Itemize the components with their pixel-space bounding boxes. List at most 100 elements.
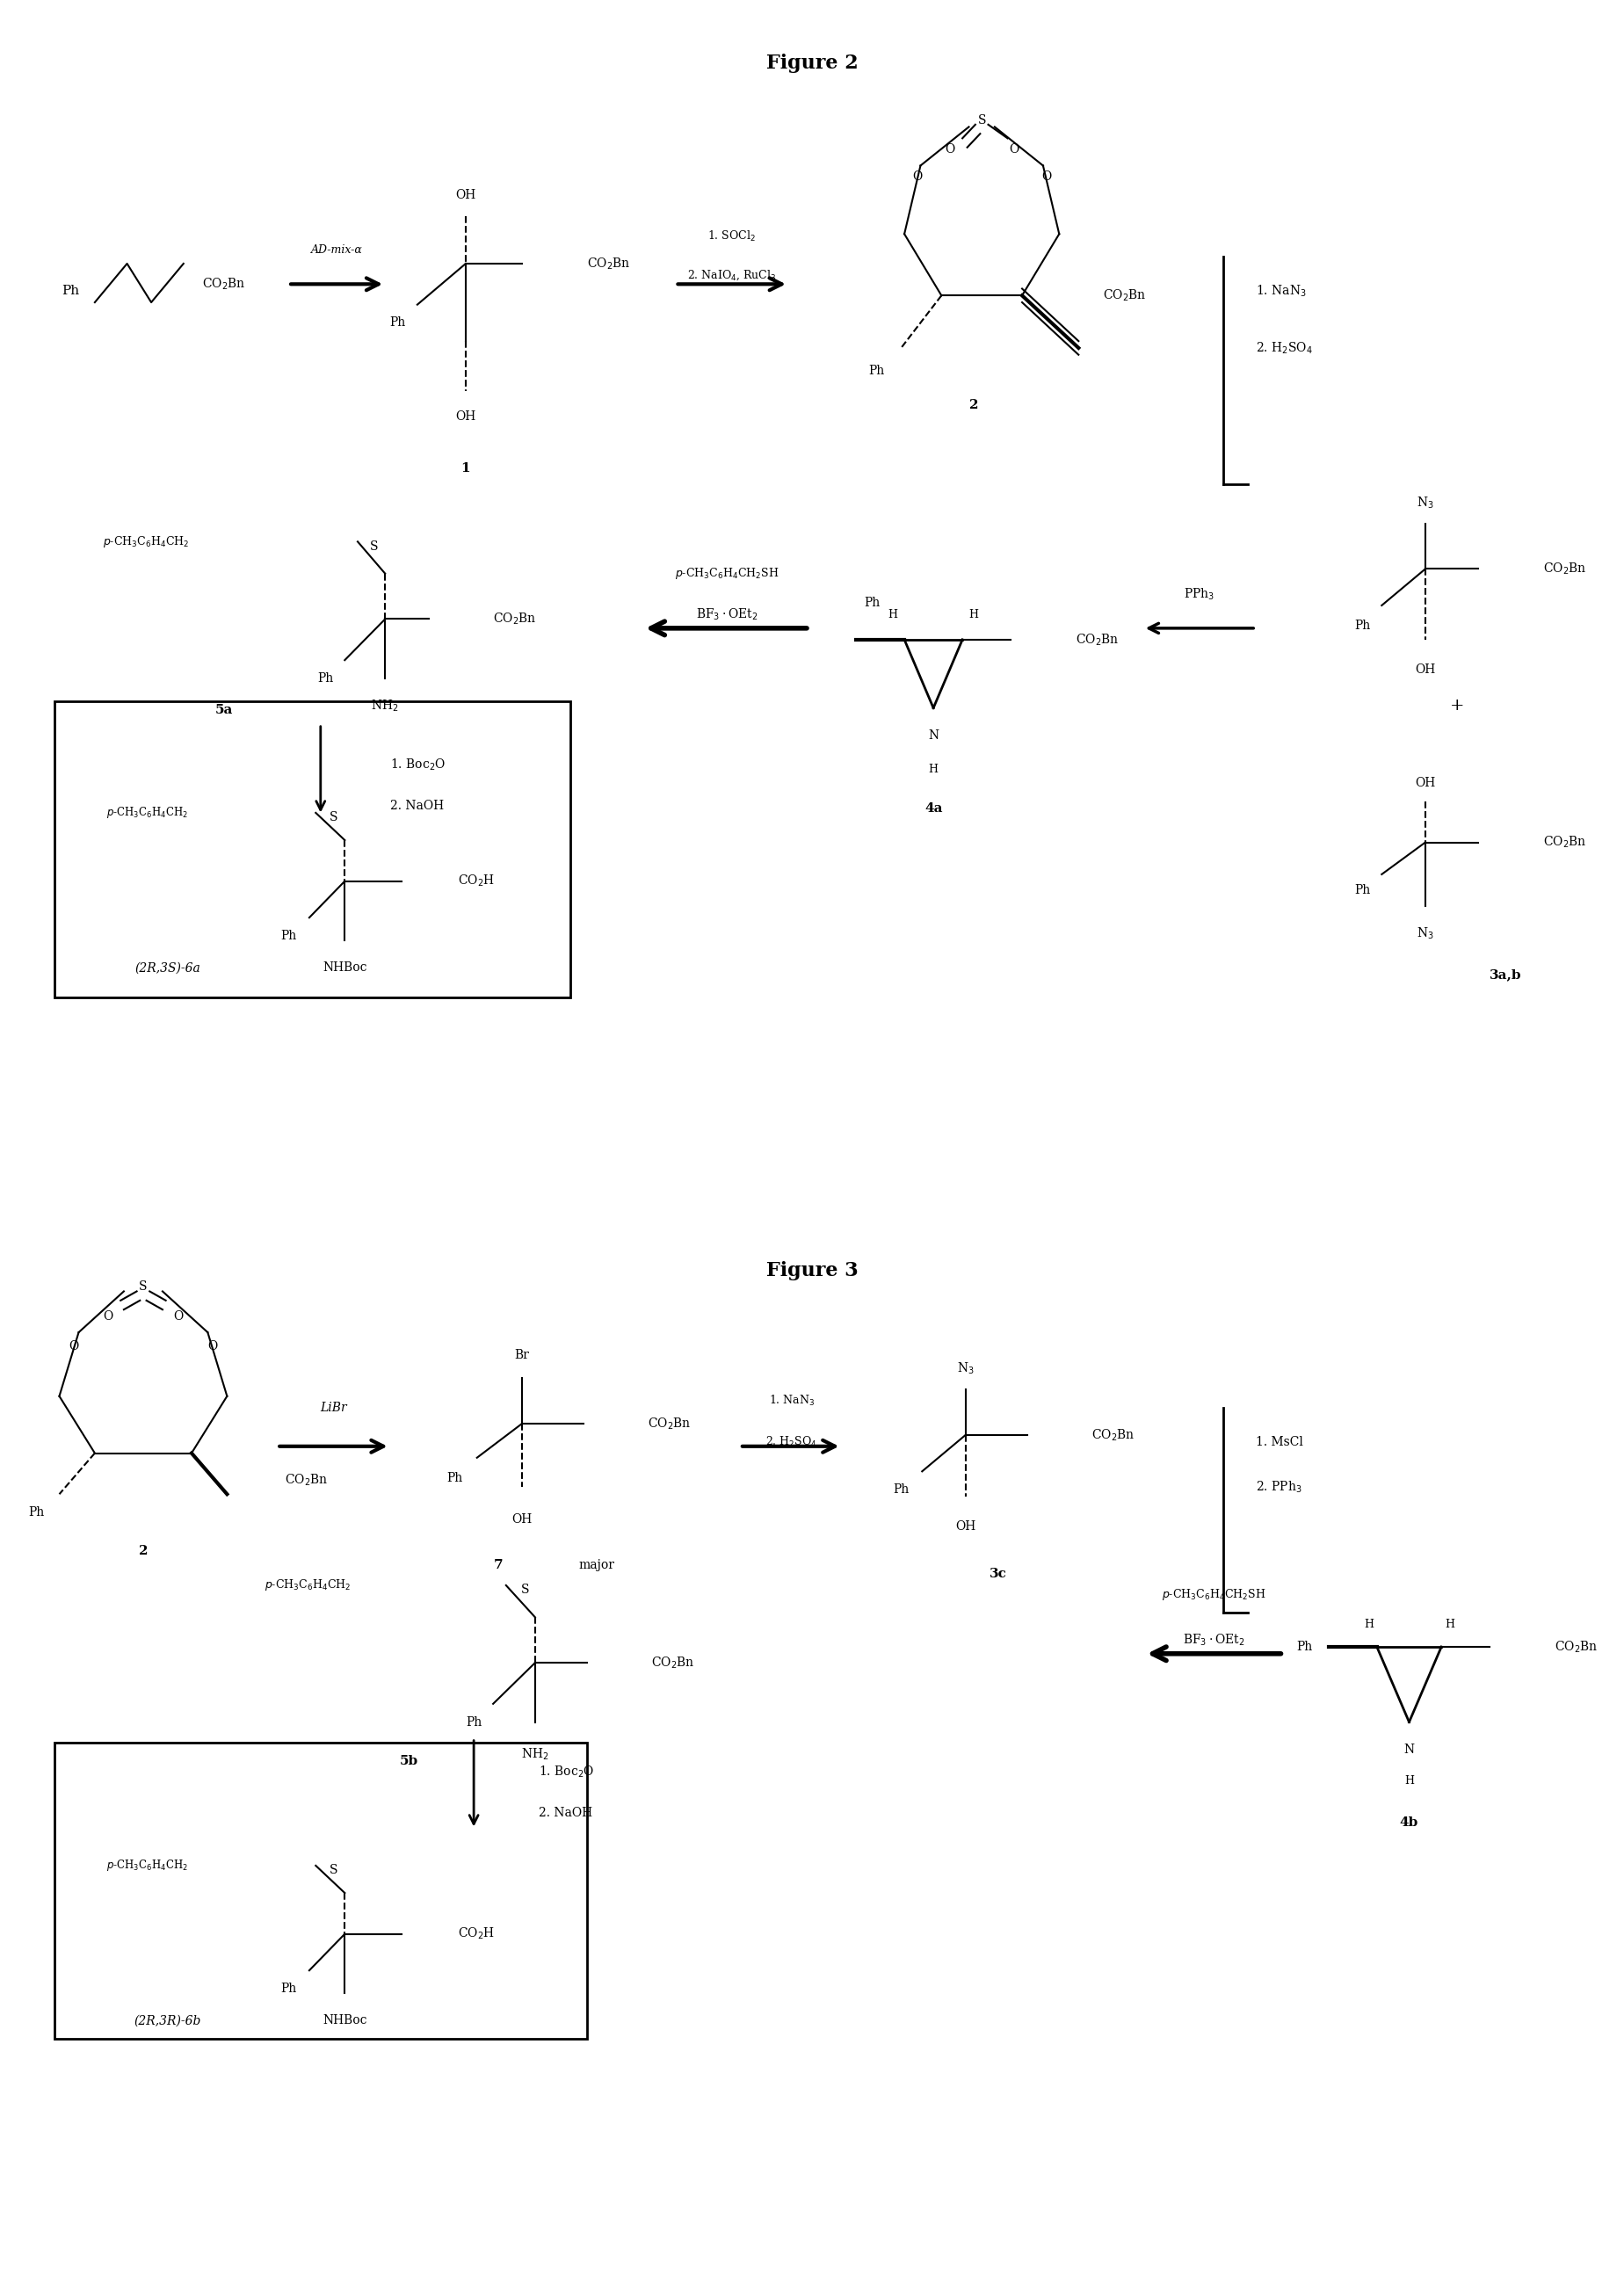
Text: S: S (330, 811, 338, 822)
Text: $p$-CH$_3$C$_6$H$_4$CH$_2$: $p$-CH$_3$C$_6$H$_4$CH$_2$ (102, 534, 190, 550)
Text: major: major (578, 1558, 614, 1572)
Text: OH: OH (512, 1512, 533, 1526)
Text: O: O (1009, 144, 1018, 156)
Text: NH$_2$: NH$_2$ (521, 1746, 549, 1762)
Text: AD-mix-α: AD-mix-α (310, 245, 362, 257)
Text: Ph: Ph (869, 364, 885, 376)
Text: O: O (208, 1340, 218, 1352)
Text: OH: OH (455, 410, 476, 422)
Text: H: H (927, 763, 937, 774)
Text: S: S (140, 1281, 148, 1292)
Text: 5b: 5b (400, 1755, 419, 1766)
Text: 1. SOCl$_2$: 1. SOCl$_2$ (708, 229, 755, 243)
Text: H: H (968, 609, 978, 621)
Bar (55, 701, 570, 997)
Text: Ph: Ph (1296, 1640, 1312, 1654)
Text: CO$_2$Bn: CO$_2$Bn (1075, 632, 1119, 648)
Text: O: O (102, 1310, 112, 1322)
Text: N$_3$: N$_3$ (957, 1361, 974, 1377)
Text: 2. NaOH: 2. NaOH (538, 1808, 591, 1819)
Text: LiBr: LiBr (320, 1402, 348, 1414)
Text: S: S (369, 541, 378, 552)
Text: 2. NaIO$_4$, RuCl$_3$: 2. NaIO$_4$, RuCl$_3$ (687, 268, 776, 282)
Text: NHBoc: NHBoc (323, 962, 367, 974)
Text: 2. PPh$_3$: 2. PPh$_3$ (1255, 1480, 1301, 1496)
Text: Ph: Ph (29, 1505, 45, 1519)
Text: $p$-CH$_3$C$_6$H$_4$CH$_2$SH: $p$-CH$_3$C$_6$H$_4$CH$_2$SH (674, 566, 778, 582)
Bar (55, 1743, 586, 2039)
Text: BF$_3\cdot$OEt$_2$: BF$_3\cdot$OEt$_2$ (695, 607, 758, 623)
Text: CO$_2$H: CO$_2$H (458, 1927, 494, 1940)
Text: Ph: Ph (281, 930, 296, 942)
Text: BF$_3\cdot$OEt$_2$: BF$_3\cdot$OEt$_2$ (1182, 1633, 1244, 1647)
Text: 2. NaOH: 2. NaOH (390, 800, 443, 811)
Text: PPh$_3$: PPh$_3$ (1184, 586, 1215, 603)
Text: 1. MsCl: 1. MsCl (1255, 1436, 1302, 1448)
Text: $p$-CH$_3$C$_6$H$_4$CH$_2$: $p$-CH$_3$C$_6$H$_4$CH$_2$ (265, 1578, 351, 1592)
Text: 1. Boc$_2$O: 1. Boc$_2$O (538, 1764, 593, 1780)
Text: 1. NaN$_3$: 1. NaN$_3$ (768, 1393, 814, 1407)
Text: Ph: Ph (893, 1485, 909, 1496)
Text: OH: OH (1415, 777, 1434, 790)
Text: 4b: 4b (1398, 1817, 1418, 1828)
Text: 1. Boc$_2$O: 1. Boc$_2$O (390, 758, 445, 772)
Text: 2: 2 (138, 1544, 148, 1558)
Text: 1. NaN$_3$: 1. NaN$_3$ (1255, 284, 1306, 298)
Text: CO$_2$Bn: CO$_2$Bn (1554, 1638, 1596, 1654)
Text: Ph: Ph (62, 284, 80, 298)
Text: O: O (944, 144, 953, 156)
Text: NHBoc: NHBoc (323, 2014, 367, 2028)
Text: CO$_2$Bn: CO$_2$Bn (492, 612, 536, 628)
Text: OH: OH (1415, 662, 1434, 676)
Text: Ph: Ph (390, 316, 406, 330)
Text: H: H (1363, 1617, 1372, 1629)
Text: N: N (927, 729, 939, 742)
Text: O: O (68, 1340, 78, 1352)
Text: H: H (1444, 1617, 1453, 1629)
Text: (2R,3R)-6b: (2R,3R)-6b (133, 2014, 201, 2028)
Text: CO$_2$Bn: CO$_2$Bn (648, 1416, 692, 1432)
Text: 7: 7 (494, 1558, 502, 1572)
Text: H: H (888, 609, 898, 621)
Text: Ph: Ph (281, 1982, 296, 1995)
Text: Ph: Ph (466, 1716, 482, 1727)
Text: NH$_2$: NH$_2$ (370, 699, 400, 713)
Text: Figure 2: Figure 2 (767, 53, 857, 73)
Text: N$_3$: N$_3$ (1416, 926, 1432, 942)
Text: 2. H$_2$SO$_4$: 2. H$_2$SO$_4$ (1255, 341, 1312, 355)
Text: 5a: 5a (214, 703, 232, 717)
Text: Ph: Ph (864, 598, 880, 609)
Text: CO$_2$Bn: CO$_2$Bn (586, 257, 630, 270)
Text: Br: Br (515, 1349, 529, 1361)
Text: Ph: Ph (447, 1473, 463, 1485)
Text: CO$_2$Bn: CO$_2$Bn (1543, 561, 1585, 577)
Text: N: N (1403, 1743, 1413, 1755)
Text: 2: 2 (968, 399, 978, 410)
Text: CO$_2$Bn: CO$_2$Bn (1103, 289, 1145, 302)
Text: 1: 1 (461, 463, 469, 474)
Text: Ph: Ph (1354, 884, 1369, 896)
Text: +: + (1450, 699, 1463, 713)
Text: O: O (174, 1310, 184, 1322)
Text: 3c: 3c (989, 1567, 1007, 1581)
Text: S: S (330, 1865, 338, 1876)
Text: Ph: Ph (317, 671, 333, 685)
Text: $p$-CH$_3$C$_6$H$_4$CH$_2$: $p$-CH$_3$C$_6$H$_4$CH$_2$ (106, 1858, 188, 1874)
Text: 2. H$_2$SO$_4$: 2. H$_2$SO$_4$ (765, 1434, 817, 1448)
Text: H: H (1403, 1776, 1413, 1787)
Text: S: S (521, 1583, 529, 1597)
Text: OH: OH (955, 1519, 976, 1533)
Text: CO$_2$Bn: CO$_2$Bn (284, 1473, 328, 1489)
Text: (2R,3S)-6a: (2R,3S)-6a (135, 962, 200, 974)
Text: OH: OH (455, 190, 476, 202)
Text: 4a: 4a (924, 802, 942, 813)
Text: CO$_2$Bn: CO$_2$Bn (201, 277, 245, 291)
Text: 3a,b: 3a,b (1489, 969, 1522, 981)
Text: $p$-CH$_3$C$_6$H$_4$CH$_2$SH: $p$-CH$_3$C$_6$H$_4$CH$_2$SH (1161, 1588, 1265, 1601)
Text: O: O (911, 172, 922, 183)
Text: N$_3$: N$_3$ (1416, 495, 1432, 511)
Text: O: O (1041, 172, 1051, 183)
Text: CO$_2$Bn: CO$_2$Bn (1091, 1427, 1134, 1443)
Text: Ph: Ph (1354, 621, 1369, 632)
Text: CO$_2$Bn: CO$_2$Bn (651, 1654, 695, 1670)
